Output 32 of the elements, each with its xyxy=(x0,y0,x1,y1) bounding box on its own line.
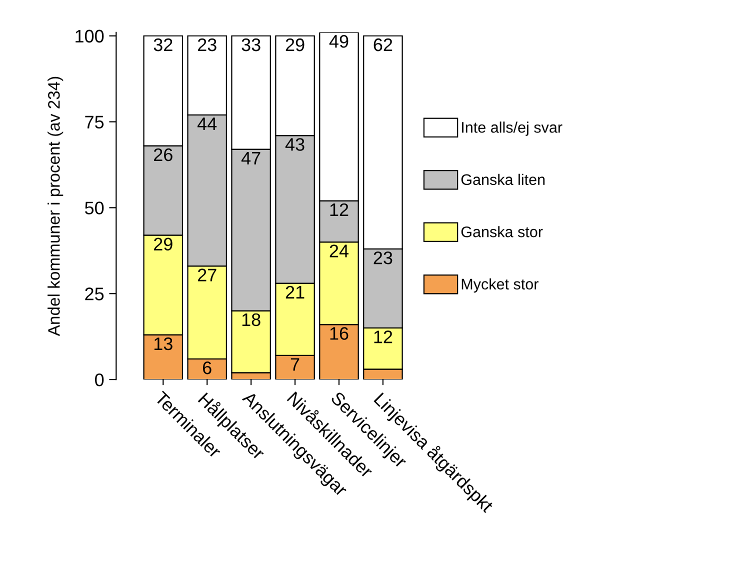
data-label: 12 xyxy=(330,203,348,216)
data-label: 62 xyxy=(374,38,392,52)
y-tick-label: 25 xyxy=(85,288,104,300)
data-label: 21 xyxy=(286,286,304,298)
legend-label: Ganska stor xyxy=(461,226,543,238)
data-label: 32 xyxy=(154,38,172,52)
y-axis-title: Andel kommuner i procent (av 234) xyxy=(48,76,64,336)
data-label: 26 xyxy=(154,148,172,162)
data-label: 27 xyxy=(198,268,216,282)
data-label: 43 xyxy=(285,138,304,151)
y-tick-label: 0 xyxy=(95,373,104,386)
data-label: 47 xyxy=(241,152,260,164)
data-label: 29 xyxy=(286,38,304,52)
data-label: 7 xyxy=(290,358,300,371)
data-label: 44 xyxy=(197,118,217,130)
data-label: 33 xyxy=(242,38,260,52)
data-label: 6 xyxy=(203,361,212,374)
data-label: 24 xyxy=(330,244,349,258)
data-label: 18 xyxy=(242,313,260,326)
legend-label: Ganska liten xyxy=(461,174,545,186)
data-label: 29 xyxy=(154,238,172,251)
data-label: 16 xyxy=(330,327,348,340)
y-tick-label: 75 xyxy=(85,116,104,129)
data-label: 23 xyxy=(198,38,216,52)
y-tick-label: 100 xyxy=(76,30,104,43)
y-tick-label: 50 xyxy=(85,202,104,214)
data-label: 13 xyxy=(154,337,172,350)
legend-label: Inte alls/ej svar xyxy=(462,122,562,136)
legend-label: Mycket stor xyxy=(462,278,538,293)
data-label: 12 xyxy=(374,330,392,344)
data-label: 23 xyxy=(374,251,392,264)
data-label: 49 xyxy=(329,34,348,48)
